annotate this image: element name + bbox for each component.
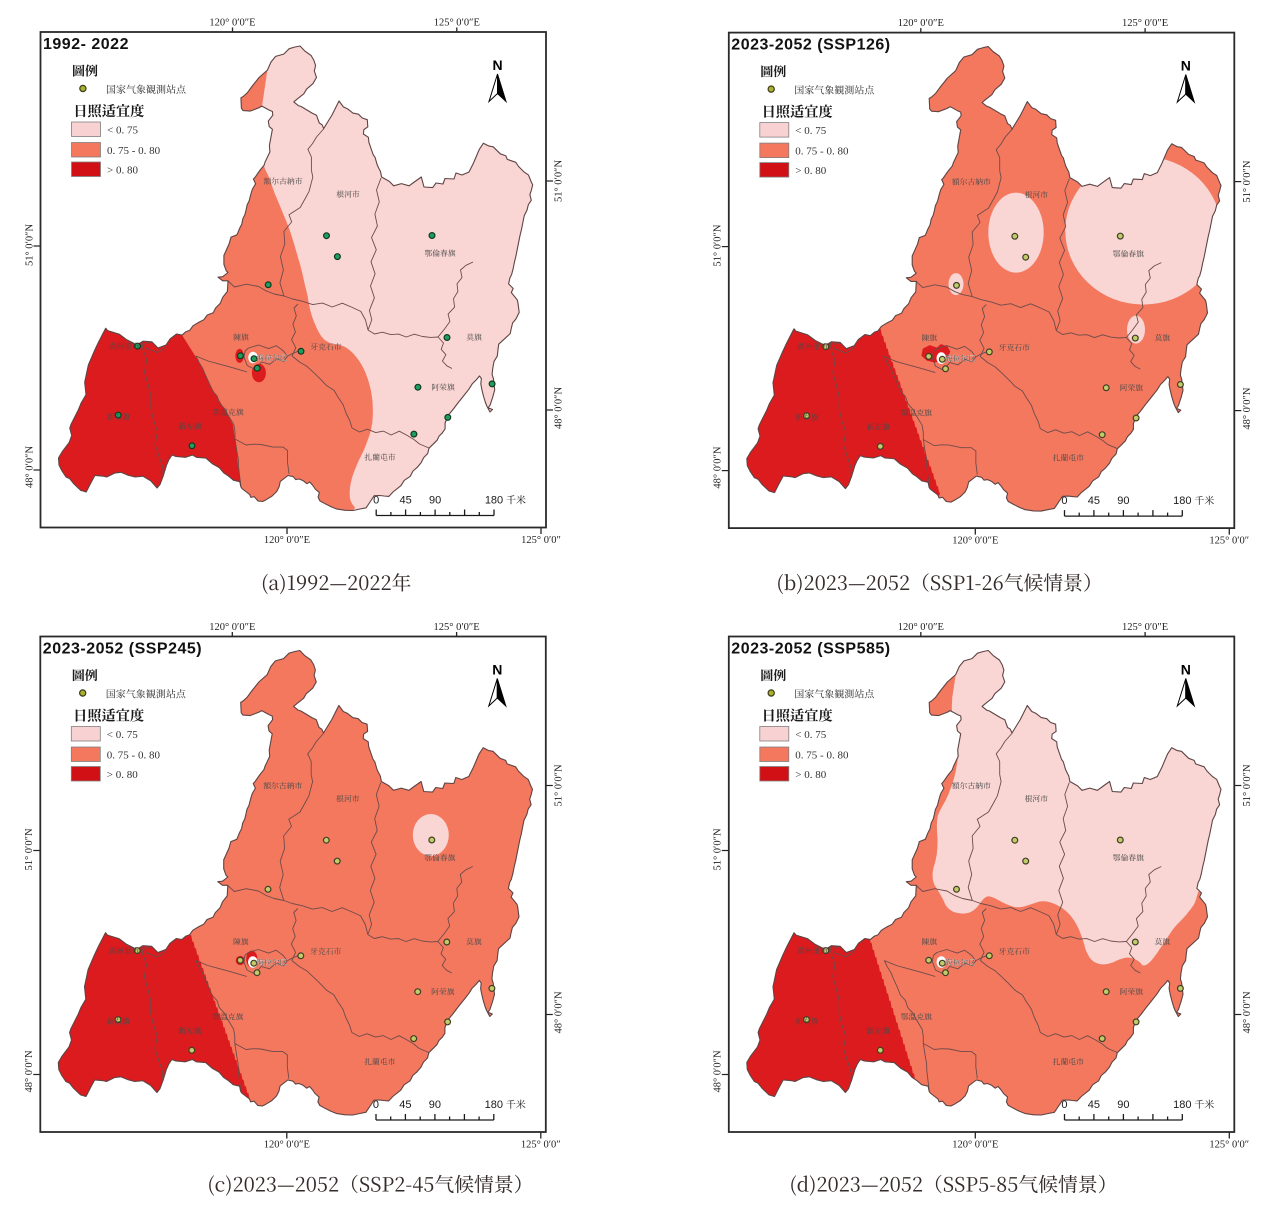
svg-text:2023-2052 (SSP585): 2023-2052 (SSP585) xyxy=(731,641,890,658)
svg-text:2023-2052 (SSP245): 2023-2052 (SSP245) xyxy=(43,641,202,658)
svg-text:1992- 2022: 1992- 2022 xyxy=(43,36,129,53)
svg-text:2023-2052 (SSP126): 2023-2052 (SSP126) xyxy=(731,37,890,54)
